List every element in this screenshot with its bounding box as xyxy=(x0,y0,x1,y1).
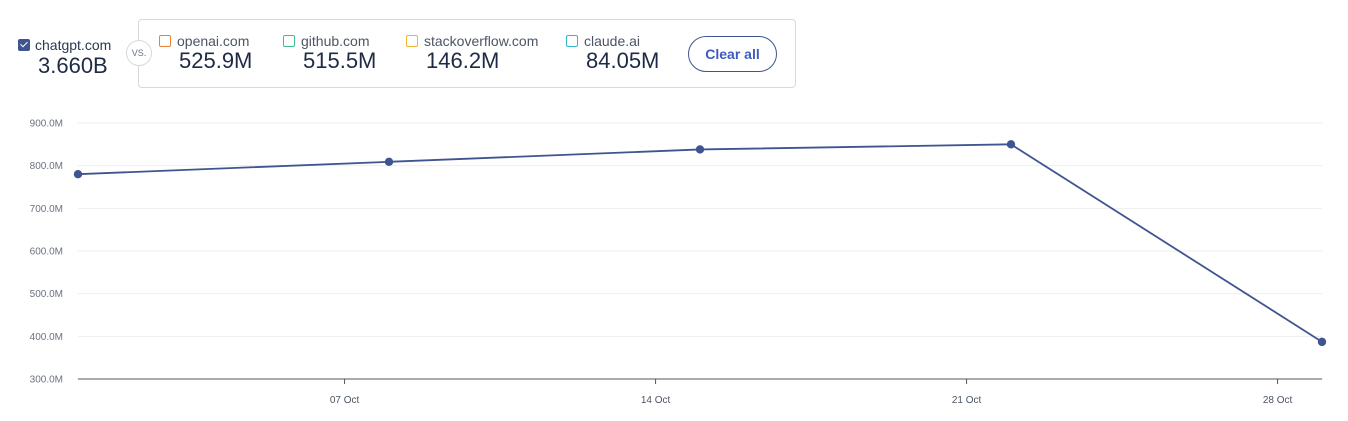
comparison-site-value: 525.9M xyxy=(179,48,253,73)
data-point xyxy=(384,157,394,167)
y-tick-label: 300.0M xyxy=(30,375,63,386)
primary-site-metric: chatgpt.com 3.660B xyxy=(18,36,112,78)
comparison-site-name: claude.ai xyxy=(584,32,641,49)
comparison-checkbox[interactable] xyxy=(406,34,418,47)
comparison-checkbox[interactable] xyxy=(566,34,578,47)
comparison-site-value: 84.05M xyxy=(586,48,660,73)
comparison-checkbox[interactable] xyxy=(283,34,295,47)
comparison-panel: openai.com 525.9M github.com 515.5M stac… xyxy=(138,19,796,88)
comparison-site-openai: openai.com 525.9M xyxy=(159,32,252,73)
primary-site-name: chatgpt.com xyxy=(35,36,112,53)
y-tick-label: 800.0M xyxy=(30,161,63,172)
x-tick-label: 07 Oct xyxy=(330,395,360,406)
comparison-checkbox[interactable] xyxy=(159,34,171,47)
y-tick-label: 700.0M xyxy=(30,204,63,215)
clear-all-button[interactable]: Clear all xyxy=(688,36,777,72)
y-tick-label: 600.0M xyxy=(30,247,63,258)
comparison-site-github: github.com 515.5M xyxy=(283,32,376,73)
comparison-site-claude: claude.ai 84.05M xyxy=(566,32,659,73)
data-point xyxy=(73,170,83,179)
comparison-site-name: stackoverflow.com xyxy=(424,32,539,49)
x-axis: 07 Oct 14 Oct 21 Oct 28 Oct xyxy=(78,378,1322,406)
primary-site-checkbox[interactable] xyxy=(18,38,30,51)
x-tick-label: 14 Oct xyxy=(641,395,671,406)
y-tick-label: 400.0M xyxy=(30,332,63,343)
data-point xyxy=(1317,337,1327,347)
comparison-site-name: openai.com xyxy=(177,32,250,49)
chart-gridlines xyxy=(78,122,1322,337)
comparison-site-stackoverflow: stackoverflow.com 146.2M xyxy=(406,32,539,73)
series-line xyxy=(77,143,1323,343)
vs-badge: VS. xyxy=(126,40,152,66)
y-tick-label: 500.0M xyxy=(30,289,63,300)
comparison-site-value: 146.2M xyxy=(426,48,500,73)
x-tick-label: 21 Oct xyxy=(952,395,982,406)
data-point xyxy=(695,145,705,154)
y-axis-ticks: 900.0M 800.0M 700.0M 600.0M 500.0M 400.0M 300.… xyxy=(30,119,63,386)
comparison-site-value: 515.5M xyxy=(303,48,377,73)
data-point xyxy=(1006,140,1016,149)
x-tick-label: 28 Oct xyxy=(1263,395,1293,406)
chart-series xyxy=(73,140,1327,347)
y-tick-label: 900.0M xyxy=(30,119,63,130)
comparison-site-name: github.com xyxy=(301,32,370,49)
primary-site-value: 3.660B xyxy=(38,53,108,78)
